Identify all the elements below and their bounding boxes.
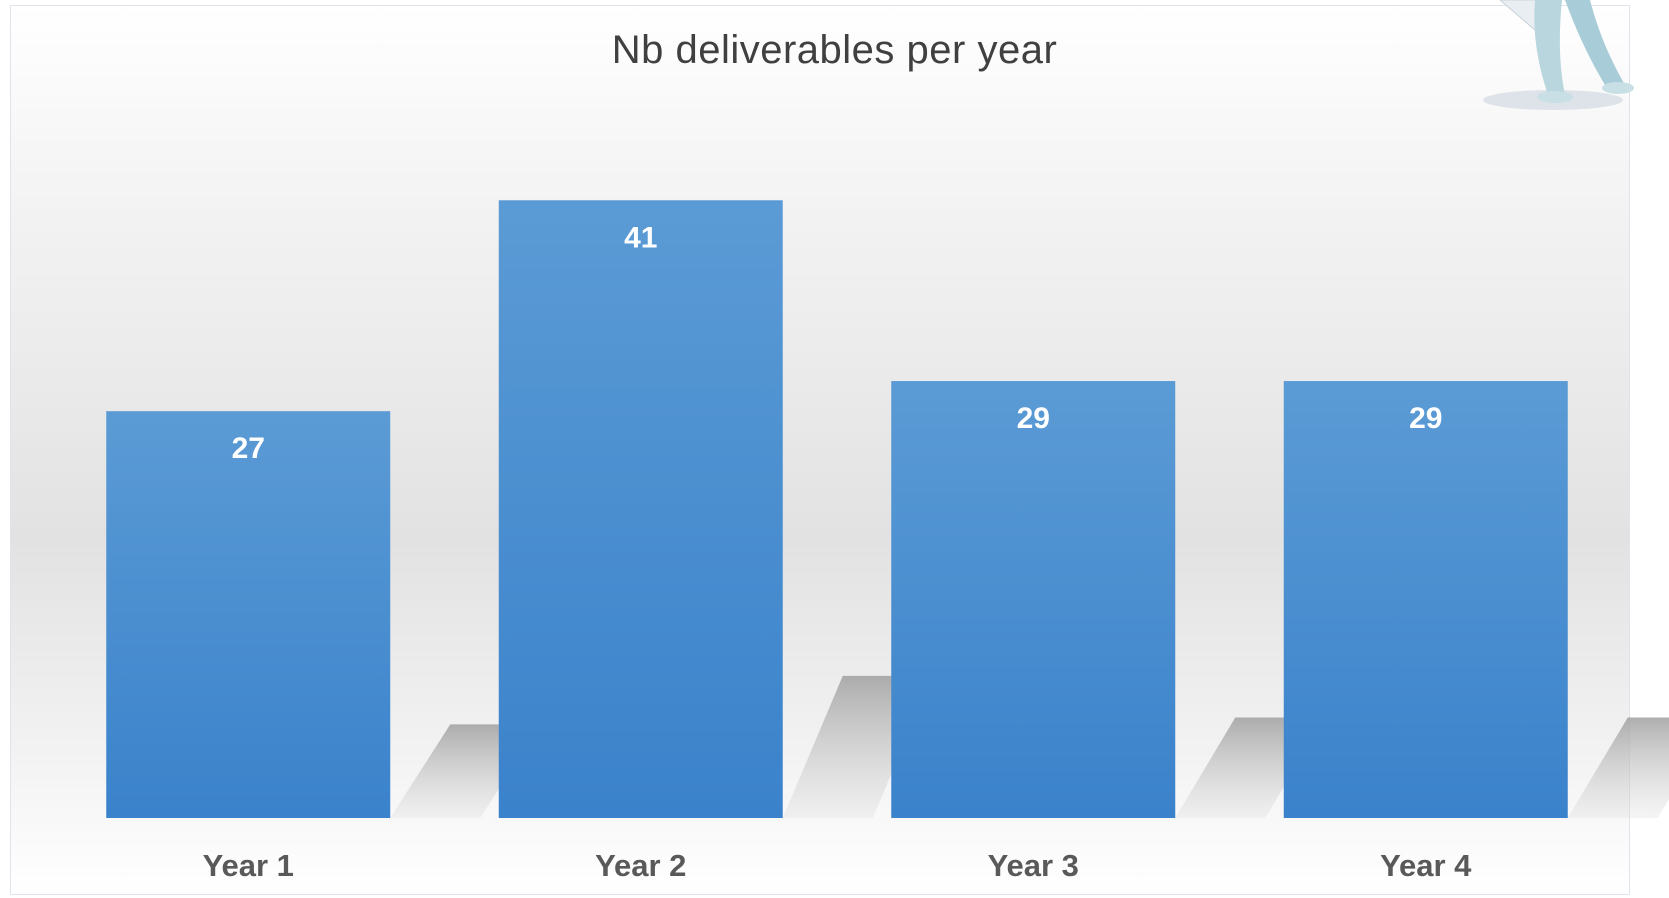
bar-year-1 — [106, 411, 391, 818]
x-tick-label: Year 4 — [1380, 848, 1472, 883]
data-label: 27 — [232, 432, 265, 465]
data-label: 29 — [1409, 402, 1442, 435]
bar-shadow — [1567, 717, 1669, 818]
data-label: 29 — [1017, 402, 1050, 435]
bar-year-2 — [498, 200, 783, 818]
data-label: 41 — [624, 221, 657, 254]
bar-year-3 — [891, 381, 1176, 818]
chart-title: Nb deliverables per year — [611, 28, 1058, 72]
person-figure-icon — [1483, 0, 1634, 110]
bar-year-4 — [1283, 381, 1568, 818]
x-tick-label: Year 3 — [988, 848, 1079, 883]
x-tick-label: Year 1 — [203, 848, 294, 883]
x-tick-label: Year 2 — [595, 848, 686, 883]
